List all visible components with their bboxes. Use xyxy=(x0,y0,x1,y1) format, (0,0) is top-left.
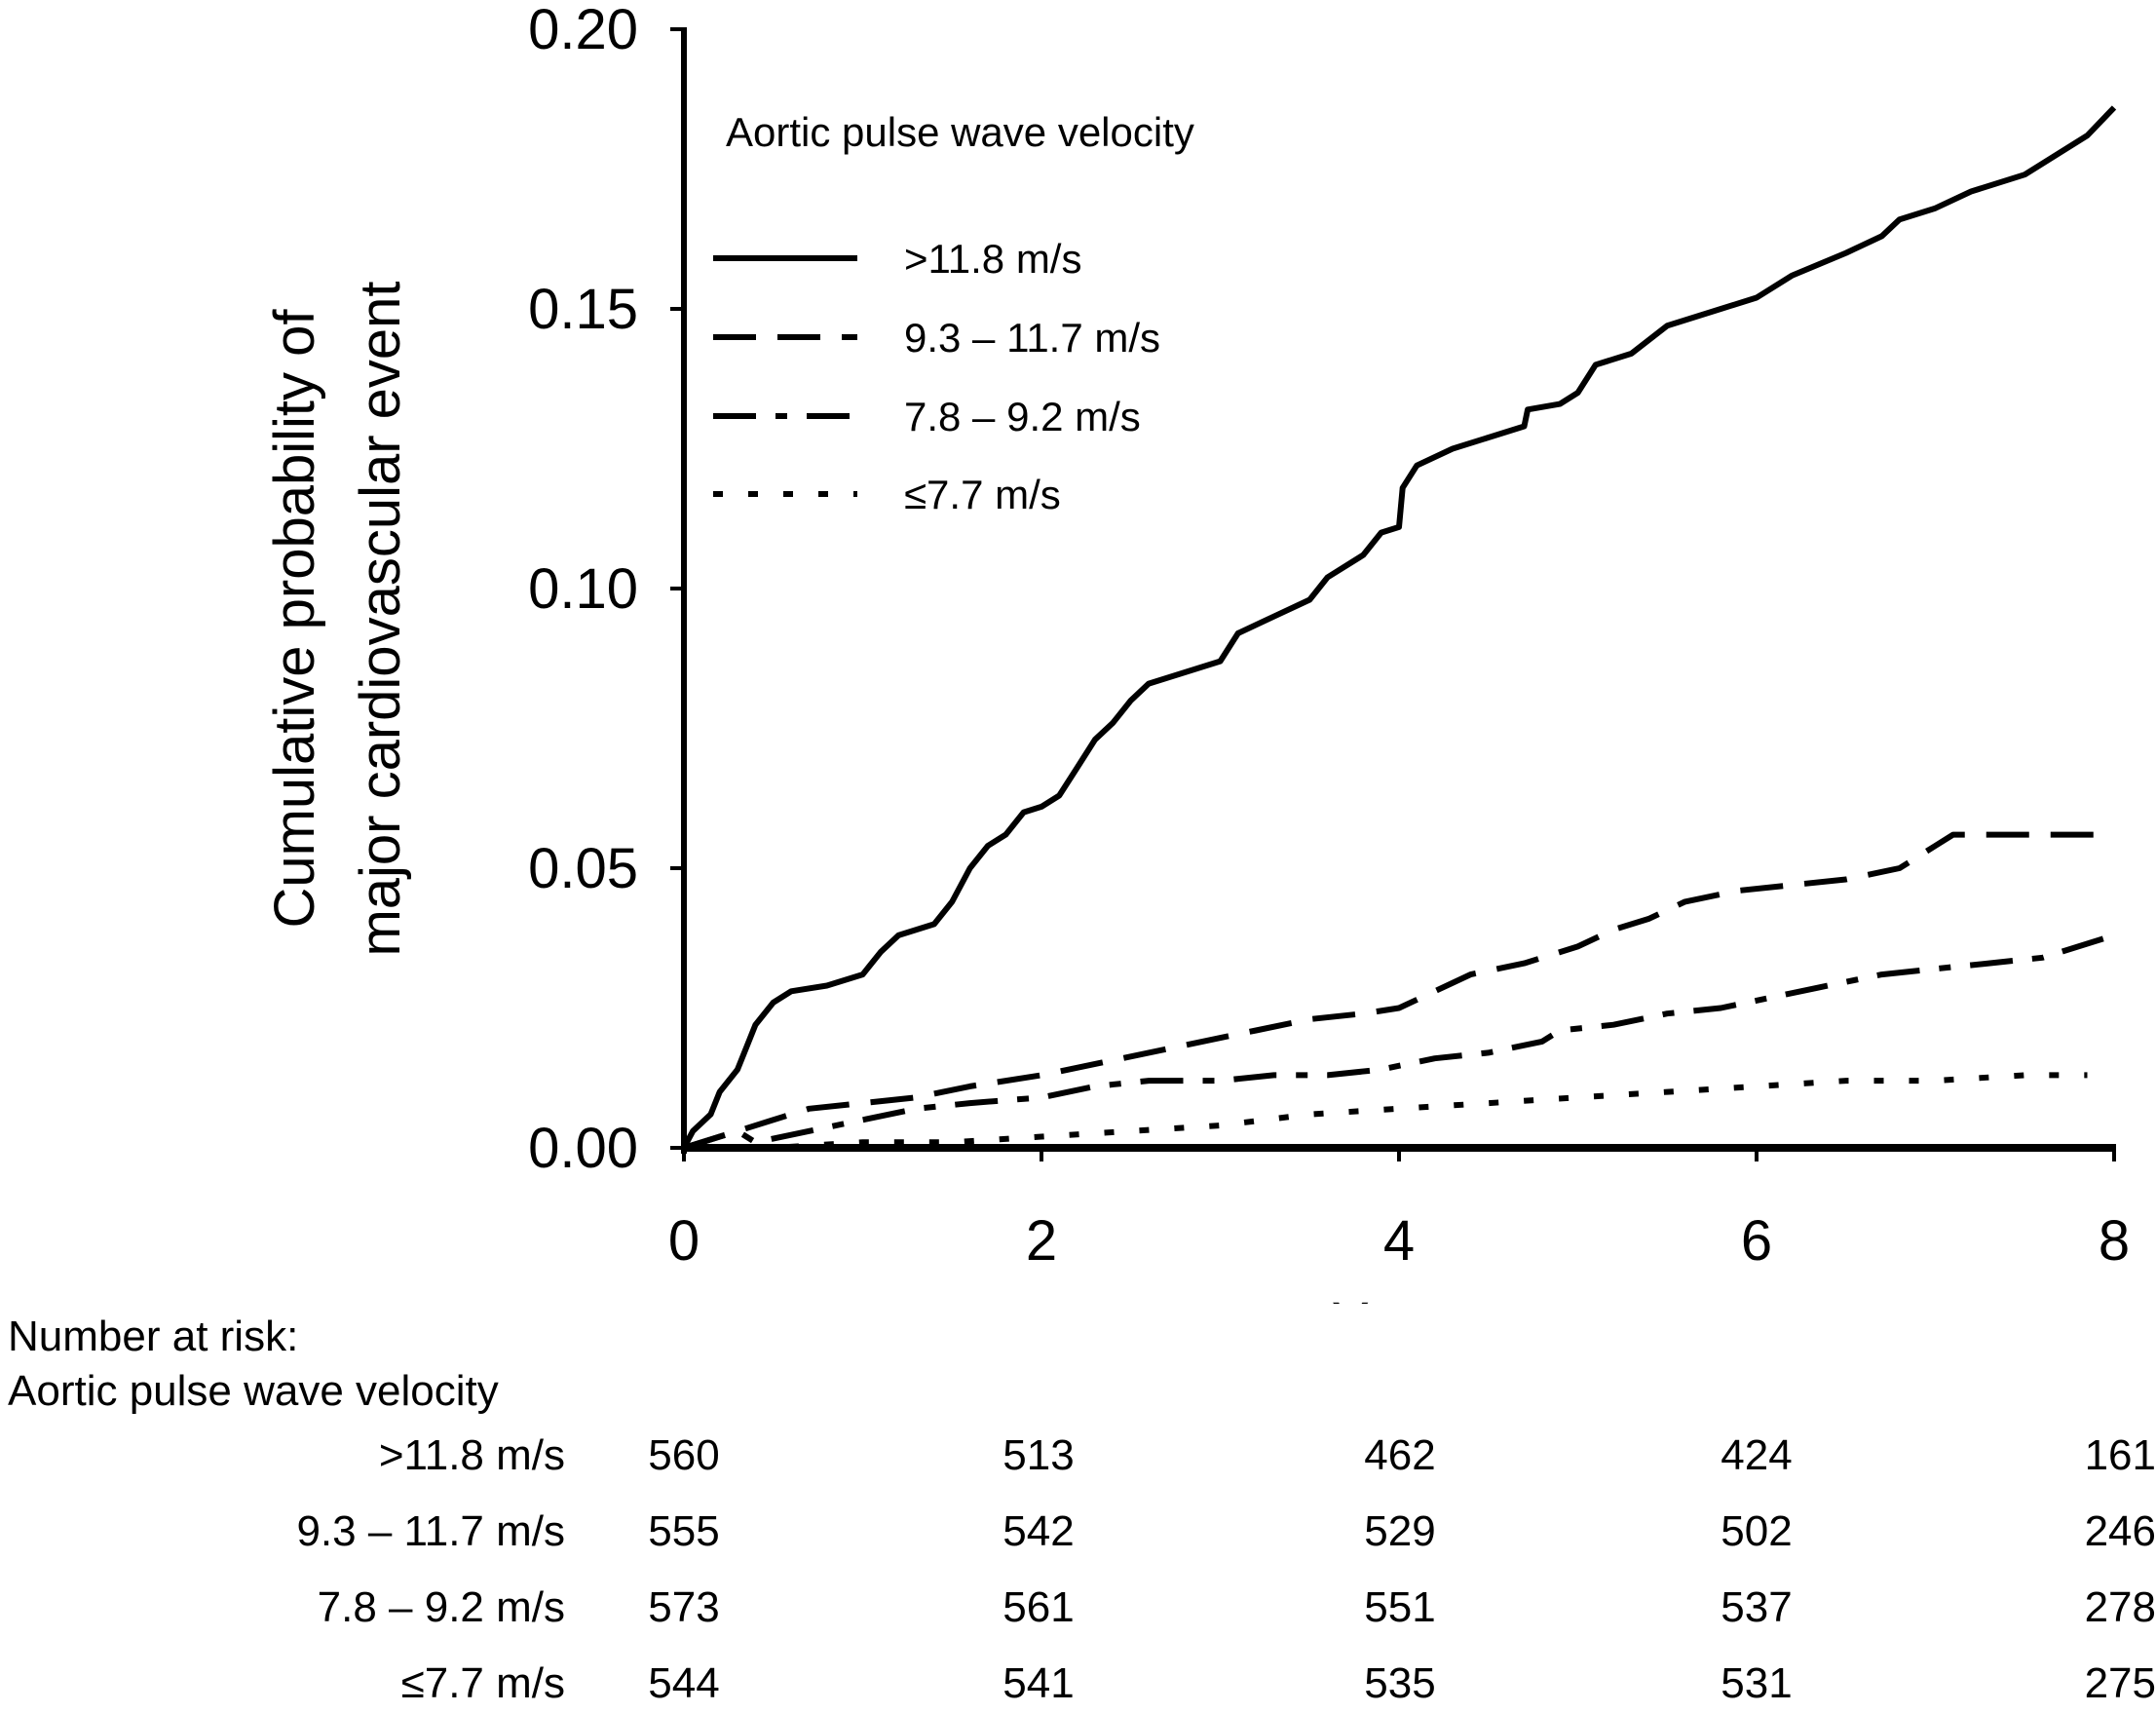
x-axis-title: Years xyxy=(1332,1291,1474,1304)
risk-cell: 542 xyxy=(1002,1507,1075,1555)
risk-cell: 462 xyxy=(1364,1431,1436,1479)
risk-table-subtitle: Aortic pulse wave velocity xyxy=(8,1367,499,1415)
risk-cell: 275 xyxy=(2084,1659,2156,1707)
risk-cell: 531 xyxy=(1721,1659,1793,1707)
risk-row-label: 7.8 – 9.2 m/s xyxy=(317,1583,565,1631)
x-tick-label: 4 xyxy=(1383,1209,1415,1273)
risk-cell: 541 xyxy=(1002,1659,1075,1707)
x-tick-label: 2 xyxy=(1026,1209,1057,1273)
series-layer xyxy=(681,105,2117,1151)
legend: Aortic pulse wave velocity >11.8 m/s 9.3 … xyxy=(713,109,1194,517)
y-axis-title-line-1: Cumulative probability of xyxy=(263,309,326,929)
legend-label: 9.3 – 11.7 m/s xyxy=(904,315,1160,361)
legend-items: >11.8 m/s 9.3 – 11.7 m/s 7.8 – 9.2 m/s ≤7.7… xyxy=(713,236,1160,517)
risk-cell: 555 xyxy=(648,1507,720,1555)
risk-cell: 573 xyxy=(648,1583,720,1631)
risk-cell: 161 xyxy=(2084,1431,2156,1479)
risk-cell: 278 xyxy=(2084,1583,2156,1631)
legend-label: ≤7.7 m/s xyxy=(904,472,1061,517)
km-chart: Cumulative probability of major cardiova… xyxy=(263,0,2130,1304)
x-axis-ticks: 0 2 4 6 8 xyxy=(668,1148,2130,1273)
risk-table-title: Number at risk: xyxy=(8,1313,299,1360)
risk-cell: 560 xyxy=(648,1431,720,1479)
risk-row-label: 9.3 – 11.7 m/s xyxy=(296,1507,565,1555)
legend-label: 7.8 – 9.2 m/s xyxy=(904,394,1141,439)
risk-cell: 551 xyxy=(1364,1583,1436,1631)
x-tick-label: 8 xyxy=(2099,1209,2130,1273)
risk-cell: 513 xyxy=(1002,1431,1075,1479)
y-tick-label: 0.05 xyxy=(528,837,638,900)
series-line-4 xyxy=(684,1072,2088,1151)
series-line-1 xyxy=(681,105,2117,1150)
risk-cell: 561 xyxy=(1002,1583,1075,1631)
y-axis-title: Cumulative probability of major cardiova… xyxy=(263,281,412,956)
series-line-3 xyxy=(683,933,2115,1151)
risk-row-label: ≤7.7 m/s xyxy=(400,1659,565,1707)
risk-cell: 424 xyxy=(1721,1431,1793,1479)
risk-cell: 246 xyxy=(2084,1507,2156,1555)
x-tick-label: 0 xyxy=(668,1209,700,1273)
risk-cell: 544 xyxy=(648,1659,720,1707)
x-tick-label: 6 xyxy=(1741,1209,1772,1273)
risk-row-label: >11.8 m/s xyxy=(378,1431,565,1479)
y-axis-ticks: 0.00 0.05 0.10 0.15 0.20 xyxy=(528,0,684,1180)
risk-table: Number at risk: Aortic pulse wave veloci… xyxy=(0,1304,2156,1713)
risk-cell: 529 xyxy=(1364,1507,1436,1555)
y-axis-title-line-2: major cardiovascular event xyxy=(349,281,412,956)
y-tick-label: 0.00 xyxy=(528,1117,638,1180)
legend-title: Aortic pulse wave velocity xyxy=(726,109,1194,155)
risk-cell: 502 xyxy=(1721,1507,1793,1555)
legend-label: >11.8 m/s xyxy=(904,236,1081,282)
y-tick-label: 0.10 xyxy=(528,557,638,621)
series-line-2 xyxy=(683,831,2114,1151)
y-tick-label: 0.15 xyxy=(528,278,638,341)
risk-cell: 537 xyxy=(1721,1583,1793,1631)
y-tick-label: 0.20 xyxy=(528,0,638,61)
risk-cell: 535 xyxy=(1364,1659,1436,1707)
